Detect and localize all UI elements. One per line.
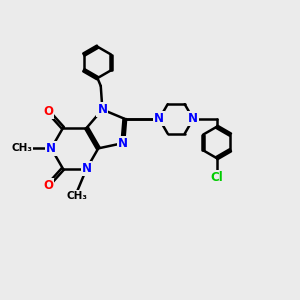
Text: N: N bbox=[98, 103, 107, 116]
Text: N: N bbox=[188, 112, 198, 125]
Text: N: N bbox=[82, 162, 92, 175]
Text: O: O bbox=[43, 105, 53, 118]
Text: O: O bbox=[43, 178, 53, 192]
Text: N: N bbox=[118, 136, 128, 150]
Text: N: N bbox=[46, 142, 56, 155]
Text: CH₃: CH₃ bbox=[66, 191, 87, 201]
Text: Cl: Cl bbox=[210, 171, 223, 184]
Text: N: N bbox=[154, 112, 164, 125]
Text: CH₃: CH₃ bbox=[11, 143, 32, 153]
